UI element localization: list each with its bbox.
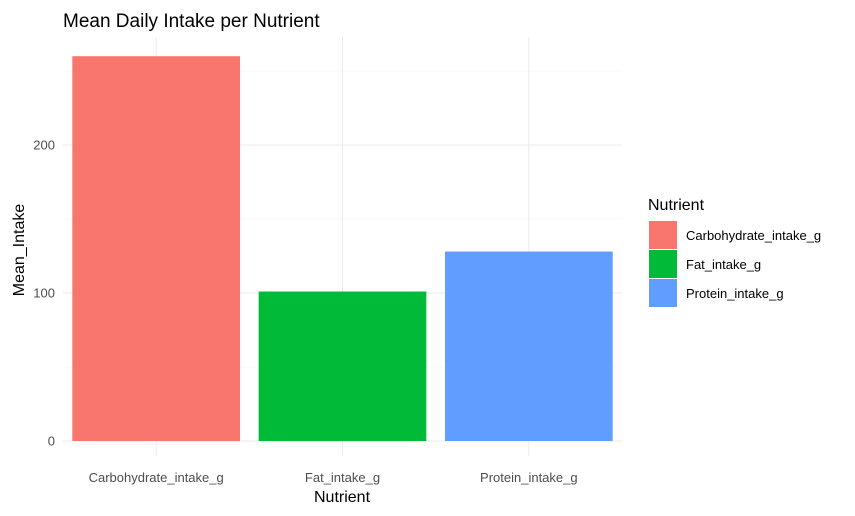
legend-title: Nutrient <box>648 197 705 214</box>
legend-label: Fat_intake_g <box>686 257 761 272</box>
legend-swatch <box>649 250 677 278</box>
y-tick-label: 0 <box>48 434 55 449</box>
bar-Carbohydrate_intake_g <box>72 56 241 441</box>
legend: Nutrient Carbohydrate_intake_g Fat_intake… <box>648 197 821 307</box>
y-axis-title: Mean_Intake <box>11 204 28 297</box>
y-tick-label: 100 <box>33 286 55 301</box>
y-axis-ticks: 0 100 200 <box>33 138 55 449</box>
x-tick-label: Carbohydrate_intake_g <box>89 470 224 485</box>
x-axis-title: Nutrient <box>314 489 371 506</box>
bar-Protein_intake_g <box>444 251 613 441</box>
y-tick-label: 200 <box>33 138 55 153</box>
legend-label: Carbohydrate_intake_g <box>686 228 821 243</box>
legend-label: Protein_intake_g <box>686 286 784 301</box>
legend-swatch <box>649 221 677 249</box>
chart-title: Mean Daily Intake per Nutrient <box>63 11 320 32</box>
bar-Fat_intake_g <box>258 291 427 441</box>
bars <box>72 56 613 441</box>
x-axis-ticks: Carbohydrate_intake_g Fat_intake_g Protein… <box>89 470 578 485</box>
x-tick-label: Fat_intake_g <box>305 470 380 485</box>
x-tick-label: Protein_intake_g <box>480 470 578 485</box>
legend-swatch <box>649 279 677 307</box>
